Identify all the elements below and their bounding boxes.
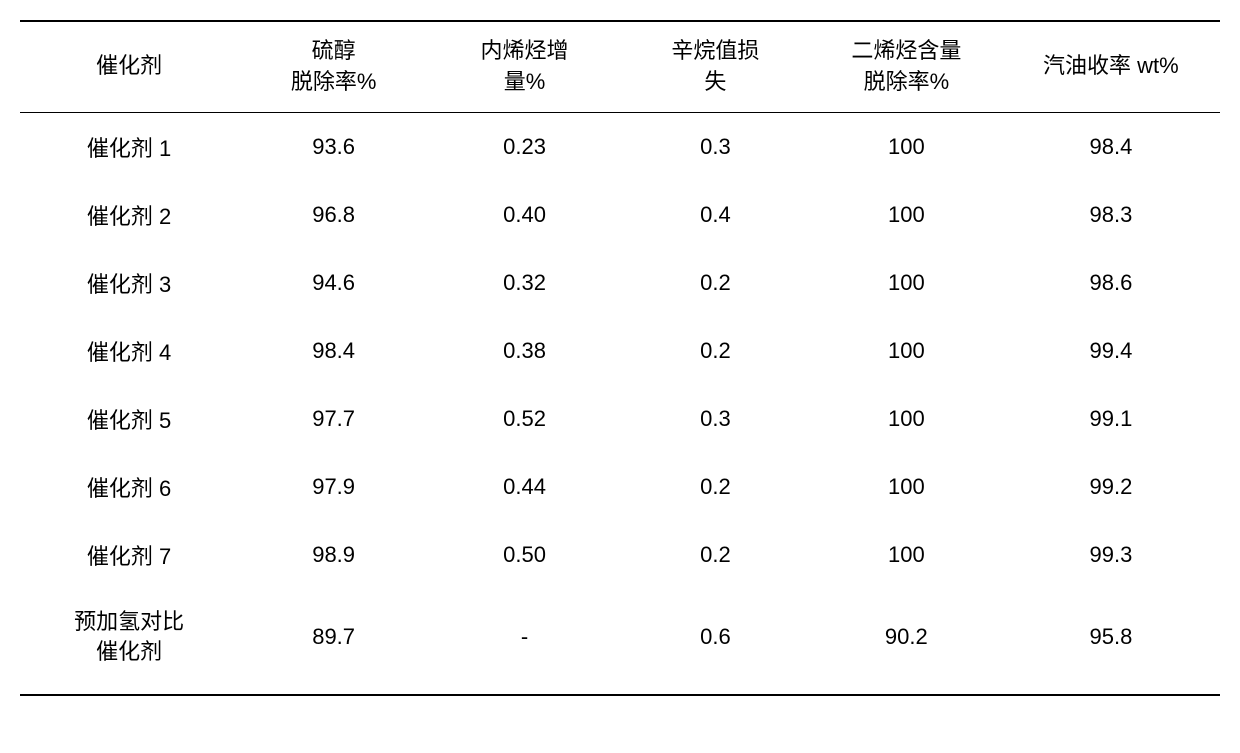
table-row: 催化剂 697.90.440.210099.2 (20, 453, 1220, 521)
table-cell: 98.3 (1002, 181, 1220, 249)
table-cell: 0.3 (620, 385, 811, 453)
table-cell: 0.2 (620, 453, 811, 521)
table-cell: 100 (811, 112, 1002, 181)
data-table: 催化剂 硫醇脱除率% 内烯烃增量% 辛烷值损失 二烯烃含量脱除率% 汽油收率 w… (20, 20, 1220, 696)
table-cell: 催化剂 7 (20, 521, 238, 589)
table-cell: 100 (811, 317, 1002, 385)
header-row: 催化剂 硫醇脱除率% 内烯烃增量% 辛烷值损失 二烯烃含量脱除率% 汽油收率 w… (20, 21, 1220, 112)
table-cell: 97.9 (238, 453, 429, 521)
table-cell: 90.2 (811, 589, 1002, 696)
table-cell: 95.8 (1002, 589, 1220, 696)
table-cell: 98.9 (238, 521, 429, 589)
table-cell: 97.7 (238, 385, 429, 453)
table-cell: 0.38 (429, 317, 620, 385)
table-cell: 96.8 (238, 181, 429, 249)
table-cell: 0.3 (620, 112, 811, 181)
header-olefin-increase: 内烯烃增量% (429, 21, 620, 112)
table-cell: 93.6 (238, 112, 429, 181)
table-cell: 催化剂 2 (20, 181, 238, 249)
table-cell: 94.6 (238, 249, 429, 317)
table-cell: 0.2 (620, 317, 811, 385)
table-row: 催化剂 798.90.500.210099.3 (20, 521, 1220, 589)
table-cell: 89.7 (238, 589, 429, 696)
table-row: 催化剂 296.80.400.410098.3 (20, 181, 1220, 249)
table-cell: 0.6 (620, 589, 811, 696)
table-cell: 0.52 (429, 385, 620, 453)
table-row: 催化剂 498.40.380.210099.4 (20, 317, 1220, 385)
header-gasoline-yield: 汽油收率 wt% (1002, 21, 1220, 112)
table-cell: 0.23 (429, 112, 620, 181)
table-row: 催化剂 597.70.520.310099.1 (20, 385, 1220, 453)
table-cell: 99.2 (1002, 453, 1220, 521)
table-cell: 100 (811, 249, 1002, 317)
table-cell: 0.44 (429, 453, 620, 521)
table-cell: 0.32 (429, 249, 620, 317)
table-cell: 99.3 (1002, 521, 1220, 589)
header-octane-loss: 辛烷值损失 (620, 21, 811, 112)
table-cell: 0.4 (620, 181, 811, 249)
table-cell: 0.50 (429, 521, 620, 589)
table-cell: 催化剂 1 (20, 112, 238, 181)
table-cell: - (429, 589, 620, 696)
table-cell: 99.4 (1002, 317, 1220, 385)
table-cell: 100 (811, 385, 1002, 453)
table-cell: 98.6 (1002, 249, 1220, 317)
table-body: 催化剂 193.60.230.310098.4催化剂 296.80.400.41… (20, 112, 1220, 695)
table-row: 催化剂 193.60.230.310098.4 (20, 112, 1220, 181)
table-cell: 催化剂 6 (20, 453, 238, 521)
table-cell: 0.40 (429, 181, 620, 249)
table-row: 预加氢对比催化剂89.7-0.690.295.8 (20, 589, 1220, 696)
table-cell: 100 (811, 453, 1002, 521)
table-cell: 预加氢对比催化剂 (20, 589, 238, 696)
table-cell: 99.1 (1002, 385, 1220, 453)
header-thiol-removal: 硫醇脱除率% (238, 21, 429, 112)
table-cell: 98.4 (238, 317, 429, 385)
table-cell: 0.2 (620, 249, 811, 317)
header-catalyst: 催化剂 (20, 21, 238, 112)
table-cell: 100 (811, 521, 1002, 589)
table-cell: 催化剂 3 (20, 249, 238, 317)
table-cell: 催化剂 4 (20, 317, 238, 385)
table-cell: 0.2 (620, 521, 811, 589)
table-cell: 98.4 (1002, 112, 1220, 181)
table-cell: 100 (811, 181, 1002, 249)
table-cell: 催化剂 5 (20, 385, 238, 453)
header-diolefin-removal: 二烯烃含量脱除率% (811, 21, 1002, 112)
table-row: 催化剂 394.60.320.210098.6 (20, 249, 1220, 317)
